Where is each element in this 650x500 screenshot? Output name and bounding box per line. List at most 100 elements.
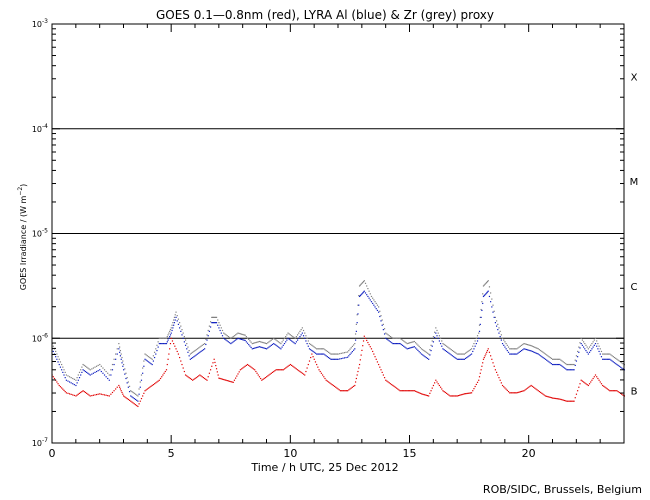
data-point xyxy=(356,322,358,324)
data-point xyxy=(317,366,319,368)
data-point xyxy=(557,358,560,360)
data-point xyxy=(207,376,209,378)
data-point xyxy=(188,349,190,352)
data-point xyxy=(364,337,367,339)
data-point xyxy=(244,339,246,342)
data-point xyxy=(518,351,520,353)
data-point xyxy=(338,389,340,391)
data-point xyxy=(200,375,202,377)
data-point xyxy=(331,358,333,360)
data-point xyxy=(327,351,330,353)
data-point xyxy=(481,309,483,312)
data-point xyxy=(407,347,410,350)
data-point xyxy=(215,322,217,324)
data-point xyxy=(56,358,58,360)
data-point xyxy=(208,325,210,327)
data-point xyxy=(273,337,275,339)
data-point xyxy=(358,295,361,298)
data-point xyxy=(244,334,246,336)
data-point xyxy=(208,372,210,374)
data-point xyxy=(121,391,123,394)
data-point xyxy=(211,322,213,324)
data-point xyxy=(497,374,499,376)
data-point xyxy=(609,358,611,360)
data-point xyxy=(413,340,415,343)
data-point xyxy=(588,346,591,348)
data-point xyxy=(575,360,578,362)
data-point xyxy=(516,392,518,394)
data-point xyxy=(128,399,131,401)
data-point xyxy=(553,358,555,360)
data-point xyxy=(423,349,425,352)
data-point xyxy=(238,332,240,335)
data-point xyxy=(490,301,492,303)
data-point xyxy=(159,342,162,345)
data-point xyxy=(331,353,333,355)
data-point xyxy=(378,311,380,313)
data-point xyxy=(600,350,603,353)
data-point xyxy=(359,294,361,297)
data-point xyxy=(124,368,126,370)
data-point xyxy=(125,397,127,399)
data-point xyxy=(559,358,561,360)
flare-class-label: C xyxy=(631,282,638,293)
data-point xyxy=(444,344,446,346)
data-point xyxy=(354,333,357,335)
series-lyra_zr xyxy=(51,280,625,397)
data-point xyxy=(461,353,463,355)
data-point xyxy=(505,348,507,350)
data-point xyxy=(158,379,160,381)
data-point xyxy=(401,339,404,341)
data-point xyxy=(434,336,436,339)
data-point xyxy=(565,400,567,402)
data-point xyxy=(286,339,288,341)
data-point xyxy=(561,360,563,362)
data-point xyxy=(376,361,379,363)
data-point xyxy=(55,356,57,358)
data-point xyxy=(538,349,541,351)
data-point xyxy=(379,315,381,318)
data-point xyxy=(202,349,205,351)
data-point xyxy=(568,369,570,371)
data-point xyxy=(103,374,106,376)
data-point xyxy=(159,337,162,339)
data-point xyxy=(310,349,312,351)
data-point xyxy=(59,361,62,363)
data-point xyxy=(599,381,601,383)
data-point xyxy=(519,391,522,393)
data-point xyxy=(263,342,265,344)
data-point xyxy=(436,381,438,383)
data-point xyxy=(366,339,368,342)
data-point xyxy=(144,353,146,355)
data-point xyxy=(173,322,176,324)
data-point xyxy=(97,370,99,372)
data-point xyxy=(296,339,299,341)
data-point xyxy=(285,336,287,338)
data-point xyxy=(612,361,614,363)
data-point xyxy=(404,390,406,392)
data-point xyxy=(441,340,443,342)
flare-class-label: X xyxy=(631,72,638,83)
data-point xyxy=(447,351,449,353)
data-point xyxy=(515,348,517,350)
data-point xyxy=(262,341,264,344)
data-point xyxy=(552,363,554,366)
data-point xyxy=(513,392,516,394)
data-point xyxy=(310,356,312,359)
data-point xyxy=(320,348,323,350)
data-point xyxy=(467,350,469,353)
data-point xyxy=(119,355,122,357)
data-point xyxy=(217,324,219,326)
data-point xyxy=(526,344,529,346)
data-point xyxy=(531,350,533,353)
data-point xyxy=(488,286,491,288)
data-point xyxy=(523,390,525,392)
data-point xyxy=(434,382,436,384)
data-point xyxy=(541,356,543,358)
data-point xyxy=(166,336,168,338)
data-point xyxy=(110,393,112,395)
data-point xyxy=(382,323,384,325)
data-point xyxy=(92,372,95,374)
data-point xyxy=(261,379,263,381)
data-point xyxy=(72,377,74,380)
